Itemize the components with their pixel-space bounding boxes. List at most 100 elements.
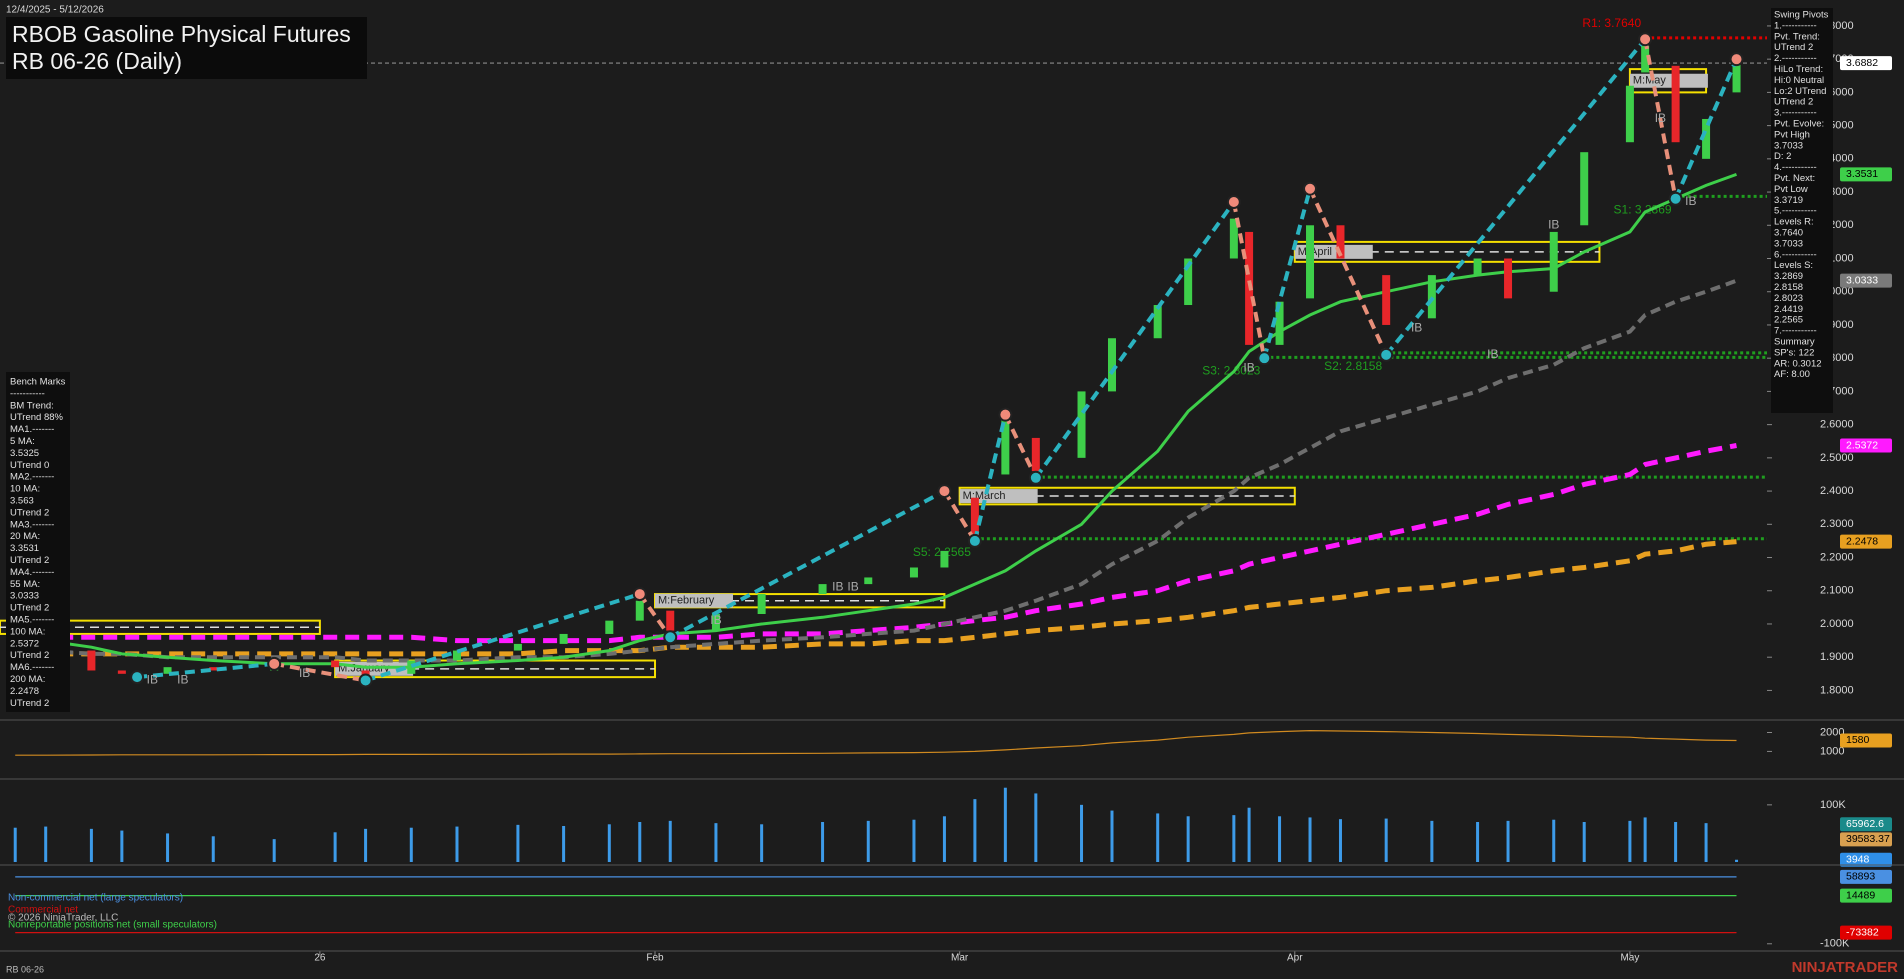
swing-pivot-text: 3.3719	[1774, 195, 1803, 206]
inside-bar-label: IB	[847, 580, 858, 594]
price-tag-label: 3.6882	[1846, 57, 1878, 69]
swing-point	[1379, 347, 1394, 362]
bench-mark-text: MA2.-------	[10, 472, 54, 483]
swing-pivot-text: Summary	[1774, 337, 1815, 348]
candle	[163, 667, 172, 674]
swing-point	[267, 656, 282, 671]
candle	[1275, 301, 1284, 345]
y-tick-label: 2.5000	[1820, 452, 1854, 464]
swing-point	[1028, 470, 1043, 485]
swing-pivot-text: 5.-----------	[1774, 206, 1817, 217]
volume-bar	[1735, 859, 1739, 862]
volume-bar	[1552, 819, 1556, 862]
volume-bar	[714, 823, 718, 862]
candle	[1382, 275, 1391, 325]
title-box	[6, 17, 367, 79]
swing-pivots-panel	[1771, 8, 1833, 413]
bench-mark-text: MA4.-------	[10, 567, 54, 578]
price-tag	[1840, 869, 1892, 884]
bench-mark-text: UTrend 0	[10, 460, 49, 471]
swing-pivot-text: AF: 8.00	[1774, 369, 1810, 380]
swing-segment	[669, 489, 946, 640]
candle	[1001, 417, 1010, 475]
volume-bar	[166, 833, 170, 862]
bench-mark-text: 2.5372	[10, 638, 39, 649]
candle	[605, 620, 614, 634]
price-tag	[1840, 832, 1892, 847]
swing-pivot-text: 3.-----------	[1774, 108, 1817, 119]
volume-bar	[1430, 820, 1434, 862]
bench-mark-text: UTrend 88%	[10, 412, 64, 423]
candle	[1473, 258, 1482, 276]
volume-bar	[1186, 816, 1190, 862]
swing-pivot-text: 6.-----------	[1774, 249, 1817, 260]
swing-segment	[972, 414, 1008, 542]
bench-mark-text: UTrend 2	[10, 507, 49, 518]
candle	[1625, 85, 1634, 143]
volume-bar	[866, 820, 870, 862]
bench-mark-text: UTrend 2	[10, 555, 49, 566]
volume-bar	[912, 819, 916, 862]
x-tick-label: May	[1620, 953, 1639, 964]
swing-pivot-text: UTrend 2	[1774, 97, 1813, 108]
volume-bar	[333, 832, 337, 862]
pivot-label-bg	[959, 489, 1038, 504]
bench-mark-text: BM Trend:	[10, 400, 54, 411]
swing-pivot-text: 7.-----------	[1774, 326, 1817, 337]
swing-point	[1257, 351, 1272, 366]
chart-title: RBOB Gasoline Physical Futures	[12, 21, 351, 47]
inside-bar-label: IB	[710, 613, 721, 627]
candle	[452, 650, 461, 661]
candle	[1641, 45, 1650, 73]
price-tag-label: 58893	[1846, 871, 1875, 883]
volume-bar	[1278, 816, 1282, 862]
bench-mark-text: MA3.-------	[10, 519, 54, 530]
inside-bar-label: IB	[832, 580, 843, 594]
candle	[407, 660, 416, 674]
y-tick-label: 2.3000	[1820, 518, 1854, 530]
price-tag	[1840, 56, 1892, 71]
swing-pivot-text: 4.-----------	[1774, 162, 1817, 173]
y-tick-label: 2000	[1820, 726, 1844, 738]
volume-bar	[760, 824, 764, 862]
candle	[1504, 258, 1513, 299]
volume-bar	[1003, 787, 1007, 862]
swing-pivot-text: 2.4419	[1774, 304, 1803, 315]
volume-bar	[1704, 823, 1708, 862]
candle	[1184, 258, 1193, 306]
series-line	[15, 539, 1737, 657]
candle	[1702, 118, 1711, 159]
bench-mark-text: UTrend 2	[10, 650, 49, 661]
candle	[87, 650, 96, 671]
chart-subtitle: RB 06-26 (Daily)	[12, 48, 182, 74]
volume-bar	[272, 839, 276, 862]
price-tag	[1840, 925, 1892, 940]
candle	[117, 670, 126, 674]
volume-bar	[1308, 817, 1312, 862]
candle	[559, 633, 568, 644]
y-tick-label: 1000	[1820, 745, 1844, 757]
inside-bar-label: IB	[1548, 217, 1559, 231]
volume-bar	[821, 822, 825, 862]
swing-segment	[942, 490, 977, 542]
volume-bar	[1643, 817, 1647, 862]
swing-pivot-text: UTrend 2	[1774, 42, 1813, 53]
volume-bar	[668, 820, 672, 862]
bench-mark-text: 55 MA:	[10, 579, 40, 590]
copyright: © 2026 NinjaTrader, LLC	[8, 913, 118, 924]
swing-segment	[1384, 37, 1647, 357]
bench-mark-text: -----------	[10, 388, 45, 399]
swing-pivot-text: 2.-----------	[1774, 53, 1817, 64]
bench-mark-text: MA5.-------	[10, 615, 54, 626]
volume-bar	[1156, 813, 1160, 862]
bench-mark-text: 200 MA:	[10, 674, 45, 685]
pivot-label-bg	[1294, 244, 1373, 259]
price-tag	[1840, 817, 1892, 832]
swing-pivot-text: Pvt High	[1774, 129, 1810, 140]
swing-segment	[1308, 187, 1388, 356]
price-tag-label: 3948	[1846, 854, 1870, 866]
swing-pivot-text: SP's: 122	[1774, 347, 1814, 358]
volume-bar	[942, 816, 946, 862]
candle	[1549, 231, 1558, 292]
